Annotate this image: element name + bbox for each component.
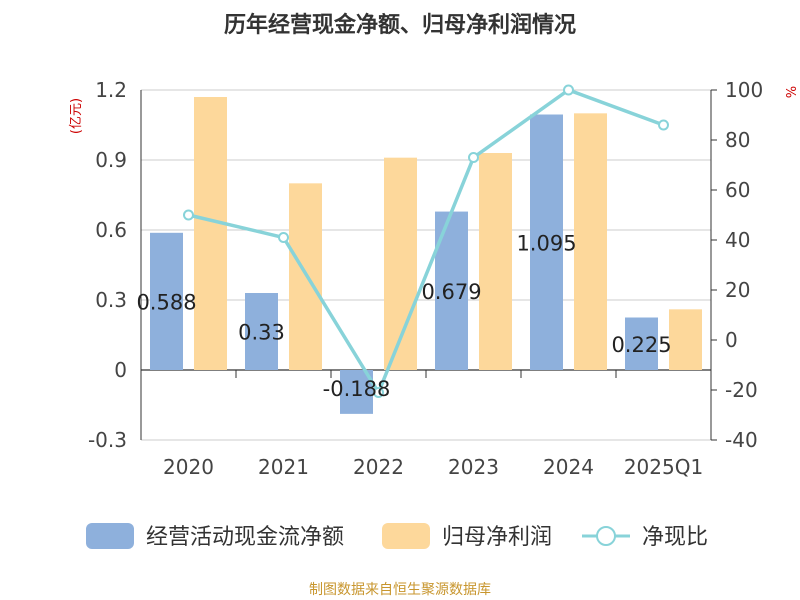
left-tick-label: 0.9	[95, 148, 127, 172]
x-tick-label: 2023	[448, 455, 499, 479]
right-axis-unit-label: %	[782, 86, 797, 98]
x-tick-label: 2025Q1	[624, 455, 703, 479]
left-tick-label: 1.2	[95, 78, 127, 102]
left-tick-label: 0	[114, 358, 127, 382]
axes: -0.3 0 0.3 0.6 0.9 1.2 -40 -20 0 20 40 60 80 100 2020 2…	[88, 78, 763, 479]
right-tick-label: 60	[725, 178, 750, 202]
right-tick-label: -20	[725, 378, 758, 402]
cashflow-bar	[245, 293, 278, 370]
ratio-point	[278, 232, 289, 243]
ratio-point	[563, 84, 574, 96]
data-labels: 0.588 0.33 -0.188 0.679 1.095 0.225	[136, 231, 671, 401]
right-tick-label: 100	[725, 78, 763, 102]
cashflow-bar	[530, 114, 563, 370]
bars	[150, 97, 702, 414]
x-tick-label: 2021	[258, 455, 309, 479]
legend-label: 归母净利润	[442, 525, 552, 550]
ratio-line	[183, 84, 669, 398]
source-note: 制图数据来自恒生聚源数据库	[309, 582, 491, 598]
ratio-point	[373, 387, 384, 398]
chart-title: 历年经营现金净额、归母净利润情况	[224, 12, 576, 38]
net-profit-bar	[479, 153, 512, 370]
legend-label: 经营活动现金流净额	[146, 525, 344, 550]
ratio-point	[183, 209, 194, 221]
ratio-line-path	[188, 88, 665, 397]
right-tick-label: 20	[725, 278, 750, 302]
legend-swatch	[86, 523, 134, 549]
left-tick-label: 0.3	[95, 288, 127, 312]
cashflow-bar	[625, 317, 658, 370]
right-tick-label: 0	[725, 328, 738, 352]
right-tick-label: 80	[725, 128, 750, 152]
left-axis-unit-label: (亿元)	[69, 98, 84, 134]
x-tick-label: 2020	[163, 455, 214, 479]
legend-marker	[596, 526, 616, 546]
legend-ratio: 净现比	[582, 525, 708, 550]
cashflow-data-label: 0.588	[136, 290, 196, 314]
ratio-point	[468, 152, 479, 163]
cashflow-data-label: 1.095	[516, 231, 576, 255]
right-tick-label: 40	[725, 228, 750, 252]
cashflow-data-label: 0.679	[421, 280, 481, 304]
cashflow-data-label: 0.225	[611, 333, 671, 357]
right-tick-label: -40	[725, 428, 758, 452]
x-tick-label: 2022	[353, 455, 404, 479]
left-tick-label: -0.3	[88, 428, 127, 452]
cashflow-bar	[150, 232, 183, 370]
net-profit-bar	[194, 97, 227, 370]
cashflow-data-label: -0.188	[323, 377, 391, 401]
net-profit-bar	[574, 113, 607, 370]
legend: 经营活动现金流净额 归母净利润 净现比	[86, 523, 708, 550]
cashflow-data-label: 0.33	[238, 321, 285, 345]
net-profit-bar	[669, 309, 702, 370]
legend-label: 净现比	[642, 525, 708, 550]
legend-swatch	[382, 523, 430, 549]
legend-cashflow: 经营活动现金流净额	[86, 523, 344, 550]
ratio-point	[658, 119, 669, 131]
legend-net-profit: 归母净利润	[382, 523, 552, 550]
x-tick-label: 2024	[543, 455, 594, 479]
left-tick-label: 0.6	[95, 218, 127, 242]
